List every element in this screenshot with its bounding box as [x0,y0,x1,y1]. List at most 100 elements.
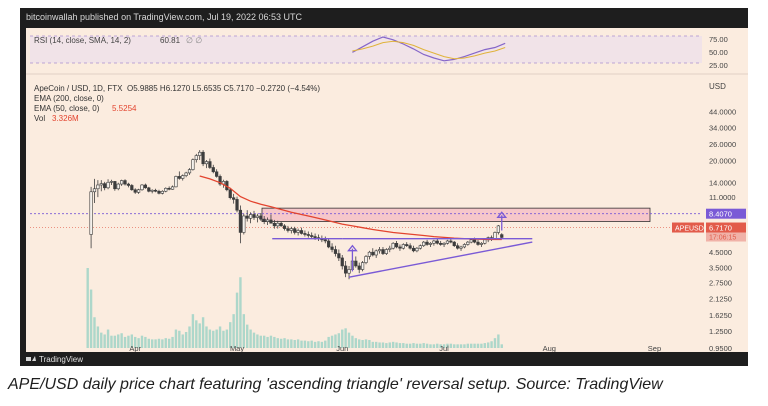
price-tick-label: 34.0000 [709,124,736,133]
volume-bar [113,335,117,348]
overlays [199,175,533,278]
candle-body [262,218,266,222]
volume-bar [215,329,218,348]
candle-body [235,199,239,211]
triangle-support-line [348,241,533,278]
rsi-legend-value: 60.81 [160,36,181,45]
volume-bar [103,334,106,348]
volume-bars [86,268,503,348]
volume-bar [140,335,144,348]
volume-bar [150,339,154,348]
volume-bar [466,343,470,348]
candle-body [496,225,500,233]
volume-bar [385,343,388,348]
candle-body [401,244,405,249]
candle-body [259,215,263,220]
volume-bar [154,339,157,348]
candle-body [428,242,433,245]
symbol-tag-label: APEUSD [675,226,704,233]
time-tick-label: Aug [543,344,556,353]
candle-body [147,187,151,192]
candle-body [391,242,395,249]
volume-bar [300,340,303,348]
price-axis: 44.0000 34.0000 26.0000 20.0000 14.0000 11.00… [672,108,746,353]
candle-body [354,260,358,267]
volume-bar [402,343,405,348]
volume-bar [296,339,300,348]
rsi-tick-25: 25.00 [709,61,728,70]
candle-body [493,232,497,240]
candle-body [466,241,470,245]
rsi-pane: RSI (14, close, SMA, 14, 2) 60.81 ∅ ∅ 75… [30,35,728,70]
candle-body [435,240,439,244]
candle-body [303,233,307,235]
candle-body [126,183,131,186]
candle-body [137,189,141,193]
time-tick-label: Sep [648,344,661,353]
volume-bar [303,340,307,348]
price-tick-label: 1.6250 [709,311,732,320]
volume-bar [361,340,364,348]
volume-bar [290,339,293,348]
candle-body [483,239,487,244]
candle-body [191,159,195,170]
target-arrow-head [496,211,508,218]
candle-body [198,151,202,156]
candle-body [476,241,480,245]
candle-body [323,239,327,242]
candle-body [456,245,460,249]
candle-body [479,242,483,245]
candle-body [143,184,147,189]
publisher-line: bitcoinwallah published on TradingView.c… [26,12,303,22]
volume-bar [262,335,266,348]
volume-bar [178,330,181,348]
countdown-tag-bg [706,232,746,242]
rsi-series-sma [352,40,506,60]
volume-bar [195,320,198,348]
volume-bar [456,344,459,348]
volume-bar [181,334,184,348]
candle-body [344,265,348,274]
candle-body [361,262,365,270]
volume-bar [449,343,453,348]
volume-bar [86,268,89,348]
main-legend-title: ApeCoin / USD, 1D, FTX [34,84,123,93]
candle-body [211,167,215,173]
volume-bar [388,342,391,348]
candle-body [153,189,158,192]
volume-bar [93,317,96,348]
volume-bar [232,314,235,348]
chart-svg: bitcoinwallah published on TradingView.c… [20,8,748,366]
candle-body [238,209,243,233]
volume-bar [358,339,361,348]
main-legend-ohlc: O5.9885 H6.1270 L5.6535 C5.7170 −0.2720 … [127,84,320,93]
candle-body [415,247,419,252]
volume-bar [307,341,310,348]
candle-body [130,185,134,191]
price-tick-label: 3.5000 [709,264,732,273]
volume-bar [351,335,354,348]
candle-body [442,242,446,245]
tradingview-logo-icon [26,356,36,361]
candles [89,150,504,280]
volume-bar [276,338,279,348]
volume-bar [100,332,103,348]
price-axis-background [706,28,748,364]
volume-bar [453,344,456,348]
volume-legend: Vol [34,114,45,123]
volume-bar [205,326,208,348]
volume-bar [117,334,120,348]
volume-bar [279,338,283,348]
candle-body [473,239,477,243]
ema50-legend-value: 5.5254 [112,104,137,113]
volume-bar [395,342,398,348]
candle-body [218,176,222,185]
volume-bar [249,329,252,348]
volume-bar [422,343,425,348]
volume-bar [493,338,497,348]
candle-body [296,230,300,233]
countdown-tag-label: 17:06:15 [709,235,736,242]
volume-bar [222,330,225,348]
candle-body [103,183,107,189]
chart-figure: bitcoinwallah published on TradingView.c… [20,8,748,366]
